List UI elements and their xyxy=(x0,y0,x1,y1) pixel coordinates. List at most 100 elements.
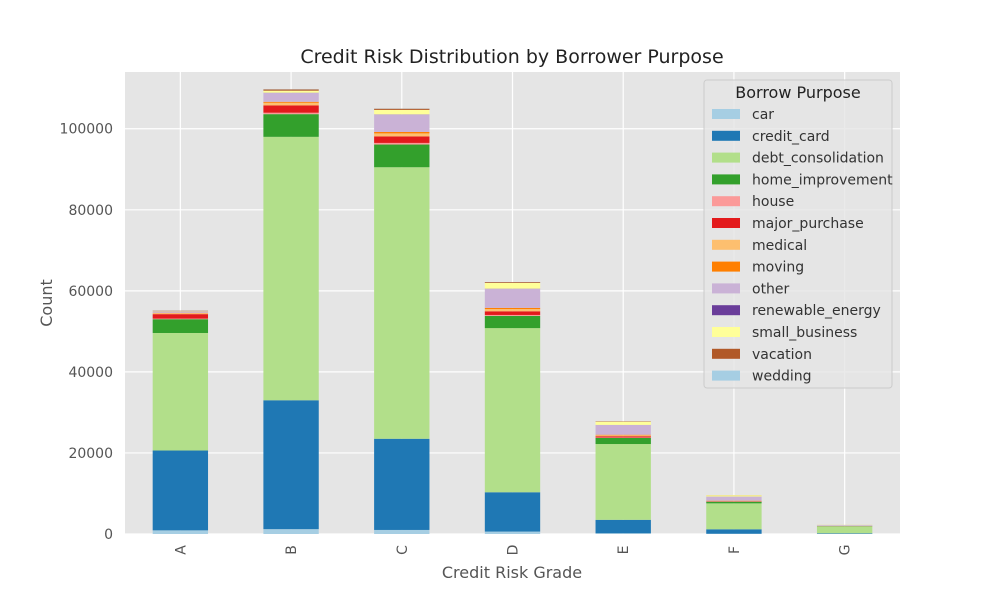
bar-B-major_purchase xyxy=(263,105,319,113)
bar-C-major_purchase xyxy=(374,136,430,143)
bar-G-debt_consolidation xyxy=(816,526,873,534)
legend-label: medical xyxy=(752,238,807,254)
y-tick-label: 100000 xyxy=(60,122,113,138)
bar-B-home_improvement xyxy=(263,114,319,137)
bar-A-home_improvement xyxy=(152,319,209,333)
bar-B-moving xyxy=(263,101,319,103)
legend-swatch xyxy=(712,327,740,337)
legend-swatch xyxy=(712,305,740,316)
legend-swatch xyxy=(712,152,740,163)
legend-label: house xyxy=(752,194,794,210)
legend-swatch xyxy=(712,239,740,250)
x-tick-label: C xyxy=(395,545,411,555)
bar-D-other xyxy=(484,288,541,308)
bar-C-other xyxy=(374,114,430,132)
legend-label: moving xyxy=(752,260,804,276)
legend: Borrow Purpose car credit_card debt_consol… xyxy=(703,79,893,389)
chart-title: Credit Risk Distribution by Borrower Pur… xyxy=(300,46,723,68)
bar-E-small_business xyxy=(595,421,651,425)
y-tick-label: 0 xyxy=(104,527,113,543)
x-tick-label: B xyxy=(284,545,300,555)
bar-E-medical xyxy=(595,435,651,437)
legend-label: debt_consolidation xyxy=(752,151,884,167)
bar-A-credit_card xyxy=(152,450,209,531)
bar-B-medical xyxy=(263,102,319,106)
y-axis-ticks: 0 20000 40000 60000 80000 100000 xyxy=(60,122,113,543)
bar-E-credit_card xyxy=(595,519,651,534)
legend-label: other xyxy=(752,281,790,297)
bar-F-home_improvement xyxy=(706,501,762,504)
bar-F-other xyxy=(706,496,762,501)
bar-C-house xyxy=(374,142,430,145)
bar-C-home_improvement xyxy=(374,144,430,168)
bar-B-car xyxy=(263,529,319,534)
legend-label: car xyxy=(752,107,774,123)
legend-swatch xyxy=(712,174,740,185)
bar-B-other xyxy=(263,92,319,102)
bars xyxy=(152,89,873,534)
bar-C-car xyxy=(374,529,430,534)
bar-D-small_business xyxy=(484,282,541,289)
legend-box xyxy=(703,79,893,389)
bar-A-other xyxy=(152,311,209,313)
legend-swatch xyxy=(712,218,740,228)
bar-B-debt_consolidation xyxy=(263,136,319,401)
bar-B-house xyxy=(263,112,319,115)
bar-B-small_business xyxy=(263,90,319,93)
bar-D-home_improvement xyxy=(484,315,541,329)
bar-G-credit_card xyxy=(816,533,873,534)
bar-C-debt_consolidation xyxy=(374,167,430,439)
x-tick-label: F xyxy=(727,546,743,554)
bar-D-credit_card xyxy=(484,492,541,532)
x-tick-label: E xyxy=(616,546,632,555)
bar-G-other xyxy=(816,525,873,526)
bar-C-medical xyxy=(374,133,430,137)
y-tick-label: 80000 xyxy=(68,203,113,219)
bar-F-credit_card xyxy=(706,529,762,534)
legend-label: renewable_energy xyxy=(752,303,881,319)
legend-label: vacation xyxy=(752,347,812,363)
bar-D-major_purchase xyxy=(484,311,541,315)
x-tick-label: A xyxy=(173,545,189,555)
x-tick-label: G xyxy=(838,545,854,556)
bar-A-house xyxy=(152,318,209,320)
legend-label: credit_card xyxy=(752,129,830,145)
legend-title: Borrow Purpose xyxy=(735,83,860,102)
bar-D-debt_consolidation xyxy=(484,328,541,493)
legend-swatch xyxy=(712,109,740,119)
y-tick-label: 40000 xyxy=(68,365,113,381)
bar-F-debt_consolidation xyxy=(706,503,762,530)
x-axis-title: Credit Risk Grade xyxy=(442,563,582,582)
bar-A-medical xyxy=(152,313,209,315)
bar-F-small_business xyxy=(706,495,762,497)
bar-D-house xyxy=(484,314,541,316)
y-tick-label: 60000 xyxy=(68,284,113,300)
legend-swatch xyxy=(712,196,740,207)
x-axis-ticks: A B C D E F G xyxy=(173,545,853,556)
bar-A-debt_consolidation xyxy=(152,332,209,451)
legend-swatch xyxy=(712,130,740,141)
bar-B-vacation xyxy=(263,89,319,91)
legend-label: major_purchase xyxy=(752,216,864,232)
legend-swatch xyxy=(712,283,740,294)
bar-C-small_business xyxy=(374,109,430,115)
bar-C-moving xyxy=(374,131,430,134)
bar-E-car xyxy=(595,533,651,534)
legend-swatch xyxy=(712,261,740,272)
bar-A-major_purchase xyxy=(152,314,209,319)
bar-D-moving xyxy=(484,307,541,310)
bar-E-home_improvement xyxy=(595,437,651,445)
bar-A-car xyxy=(152,530,209,534)
legend-label: wedding xyxy=(752,369,812,385)
bar-E-other xyxy=(595,424,651,435)
bar-E-moving xyxy=(595,434,651,436)
bar-D-car xyxy=(484,531,541,534)
legend-label: small_business xyxy=(752,325,857,341)
bar-C-credit_card xyxy=(374,438,430,530)
bar-C-vacation xyxy=(374,108,430,110)
bar-B-credit_card xyxy=(263,400,319,530)
y-axis-title: Count xyxy=(37,279,56,327)
bar-E-major_purchase xyxy=(595,436,651,438)
